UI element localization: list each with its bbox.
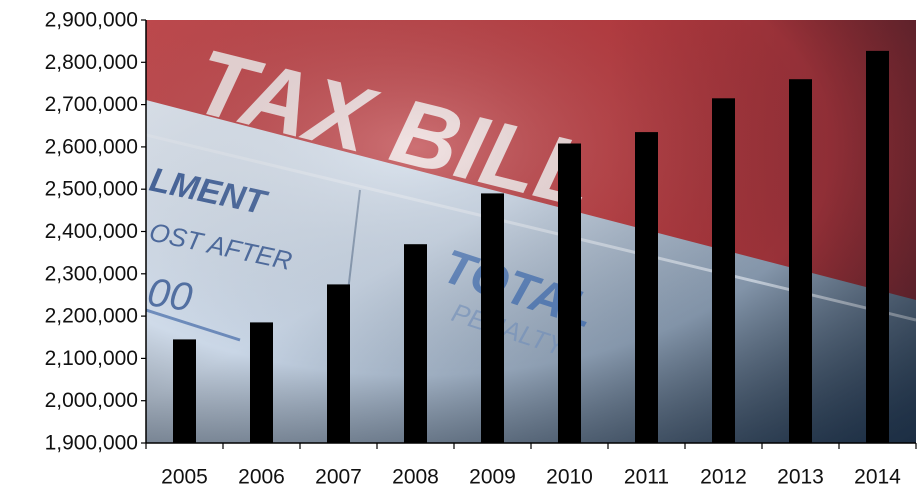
bar-2013	[789, 79, 812, 443]
bar-2010	[558, 143, 581, 443]
bars-group	[173, 50, 889, 444]
bar-2011	[635, 132, 658, 443]
x-tick-label: 2012	[700, 466, 747, 489]
bar-2007	[327, 284, 350, 443]
x-tick-label: 2011	[624, 466, 669, 489]
bar-2014	[866, 50, 889, 444]
x-tick-label: 2014	[854, 466, 901, 489]
x-tick-label: 2007	[315, 466, 362, 489]
y-tick-label: 1,900,000	[45, 432, 138, 455]
x-tick-label: 2013	[777, 466, 824, 489]
bar-2008	[404, 244, 427, 443]
y-tick-label: 2,300,000	[45, 262, 138, 285]
x-tick-label: 2008	[392, 466, 439, 489]
y-tick-label: 2,700,000	[45, 93, 138, 116]
y-tick-label: 2,600,000	[45, 135, 138, 158]
y-tick-label: 2,500,000	[45, 178, 138, 201]
bar-2012	[712, 98, 735, 444]
x-tick-label: 2005	[161, 466, 208, 489]
bar-2005	[173, 339, 196, 443]
x-axis: 2005 2006 2007 2008 2009 2010 2011 2012 2013 2014	[145, 442, 917, 489]
bar-2009	[481, 193, 504, 443]
y-tick-label: 2,800,000	[45, 51, 138, 74]
bar-2006	[250, 322, 273, 443]
y-tick-label: 2,400,000	[45, 220, 138, 243]
y-tick-label: 2,200,000	[45, 305, 138, 328]
y-tick-label: 2,100,000	[45, 347, 138, 370]
y-tick-label: 2,000,000	[45, 389, 138, 412]
x-tick-label: 2009	[469, 466, 516, 489]
y-tick-label: 2,900,000	[45, 9, 138, 32]
y-axis: 1,900,000 2,000,000 2,100,000 2,200,000 2,30…	[45, 9, 147, 455]
x-tick-label: 2006	[238, 466, 285, 489]
x-tick-label: 2010	[546, 466, 593, 489]
